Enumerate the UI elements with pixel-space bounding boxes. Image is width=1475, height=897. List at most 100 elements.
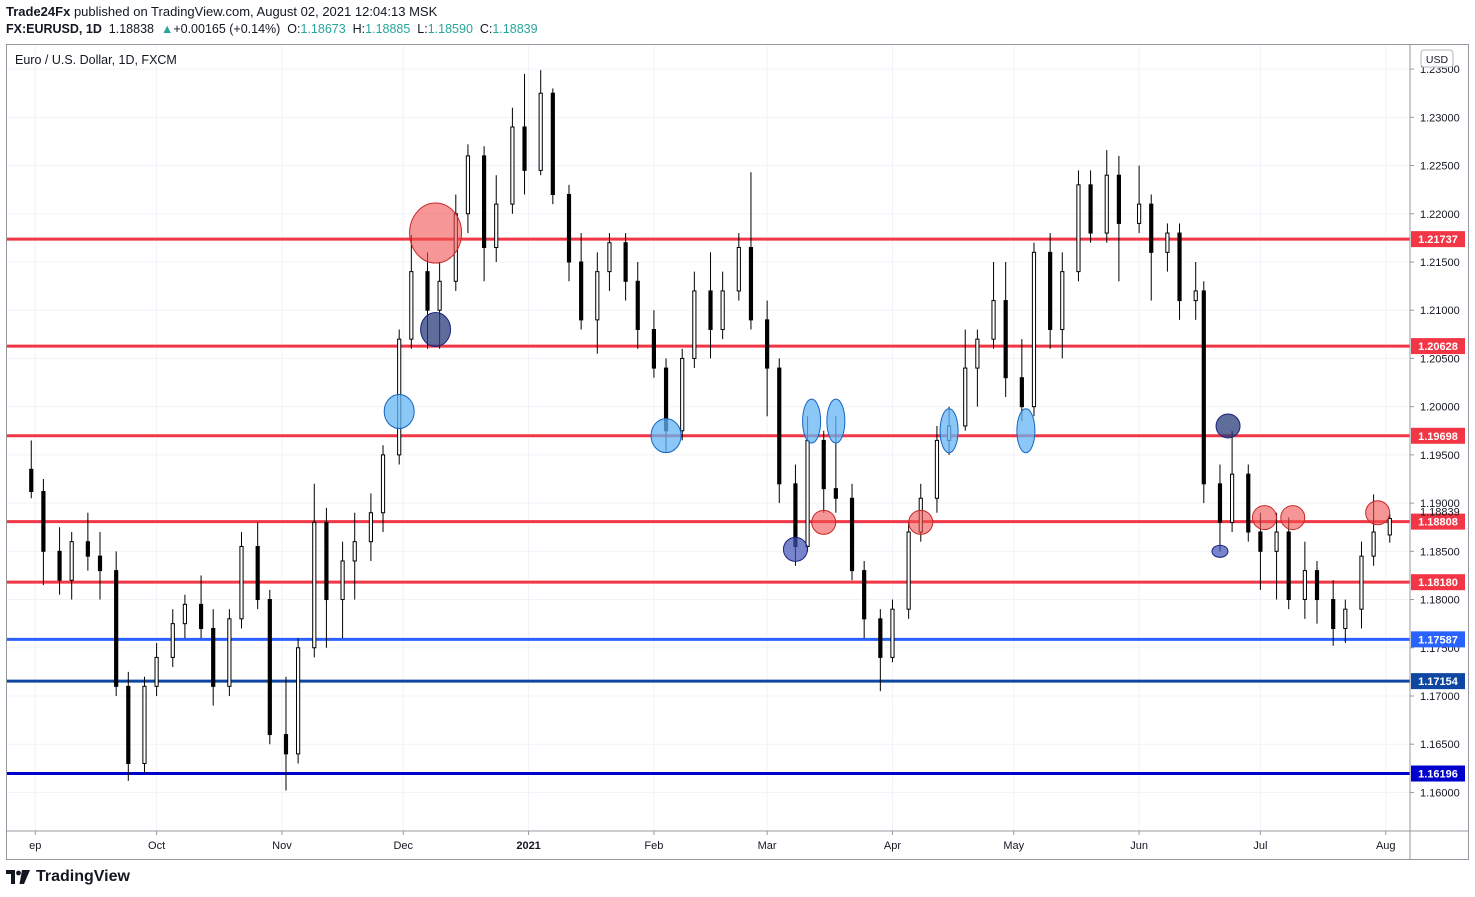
candle-body [1314,570,1320,601]
marker-circle [1280,505,1306,531]
candle-body [1137,203,1142,224]
x-tick-label: Dec [393,840,413,852]
candle-body [296,647,301,755]
candle-body [1193,290,1198,302]
y-tick-label: 1.23000 [1420,112,1460,124]
x-tick-label: Apr [884,840,901,852]
last-price-label: 1.18839 [1420,507,1460,519]
candle-body [550,92,555,195]
candle-body [324,521,329,601]
x-tick-label: May [1003,840,1024,852]
y-tick-label: 1.21000 [1420,305,1460,317]
candle-body [1258,531,1263,552]
x-tick-label: Jul [1253,840,1267,852]
y-tick-label: 1.16500 [1420,739,1460,751]
high-value: 1.18885 [365,22,411,36]
candle-body [465,155,471,215]
y-tick-label: 1.20000 [1420,402,1460,414]
candle-body [607,242,612,273]
x-tick-label: ep [29,840,41,852]
candle-body [114,570,119,687]
marker-circle [1016,408,1036,454]
candle-body [1343,608,1348,629]
candle-body [1060,271,1065,331]
chart-frame [6,44,1469,860]
candle-body [890,608,895,658]
tradingview-footer[interactable]: TradingView [6,868,130,886]
candles [29,70,1392,791]
candle-body [821,439,826,490]
candle-body [29,468,34,493]
candle-body [1149,203,1154,253]
candle-body [708,290,713,331]
x-tick-label: Aug [1376,840,1396,852]
candle-body [1246,473,1251,533]
marker-circle [420,312,452,348]
candle-body [522,126,527,171]
candle-body [267,599,272,736]
candle-body [538,92,543,171]
candle-body [878,618,883,658]
chart-title: Euro / U.S. Dollar, 1D, FXCM [15,53,177,67]
x-tick-label: Mar [758,840,777,852]
marker-circle [1215,413,1241,439]
marker-circle [802,398,822,444]
candle-body [1048,251,1053,331]
candle-body [227,618,232,687]
candle-body [934,439,940,499]
candle-body [765,319,770,369]
candle-body [991,300,996,340]
candle-body [720,290,725,331]
low-value: 1.18590 [427,22,473,36]
candle-body [380,454,386,514]
open-value: 1.18673 [300,22,346,36]
x-tick-label: Jun [1130,840,1148,852]
x-tick-label: Oct [148,840,165,852]
y-tick-label: 1.21500 [1420,257,1460,269]
level-price-label: 1.17154 [1418,676,1459,688]
candle-body [975,338,980,369]
candle-body [142,685,147,764]
currency-badge[interactable]: USD [1426,54,1449,66]
candle-body [1177,232,1182,302]
candle-body [1201,290,1206,485]
level-price-label: 1.20628 [1418,341,1458,353]
price-axis: 1.160001.165001.170001.175001.180001.185… [1409,45,1465,859]
candle-body [833,488,838,499]
marker-circle [1211,544,1229,558]
candle-body [170,623,175,658]
candle-body [198,603,204,629]
candle-body [182,603,187,625]
candle-body [1003,300,1008,379]
publish-line: Trade24Fx published on TradingView.com, … [6,4,437,19]
tradingview-logo-icon [6,870,30,884]
level-price-box [1411,673,1465,690]
candle-body [283,734,289,755]
candle-body [736,247,741,292]
currency-badge-box [1420,49,1454,68]
open-label: O: [287,22,301,36]
y-tick-label: 1.19000 [1420,498,1460,510]
marker-circle [409,202,463,264]
candle-body [1302,570,1307,601]
y-tick-label: 1.16000 [1420,787,1460,799]
candle-body [1359,555,1364,610]
candle-body [482,155,487,249]
publisher-name[interactable]: Trade24Fx [6,4,71,19]
level-price-box [1411,513,1465,530]
marker-circle [811,509,837,535]
level-price-box [1411,231,1465,248]
candle-body [126,685,131,764]
candle-body [41,491,46,552]
candle-body [494,203,499,249]
candle-body [1165,232,1170,253]
candle-body [1274,531,1279,552]
level-price-box [1411,765,1465,782]
candle-body [409,271,414,340]
candle-body [211,627,216,687]
candle-body [635,280,640,331]
candle-body [1387,518,1392,536]
y-tick-label: 1.18000 [1420,595,1460,607]
level-price-label: 1.17587 [1418,634,1458,646]
